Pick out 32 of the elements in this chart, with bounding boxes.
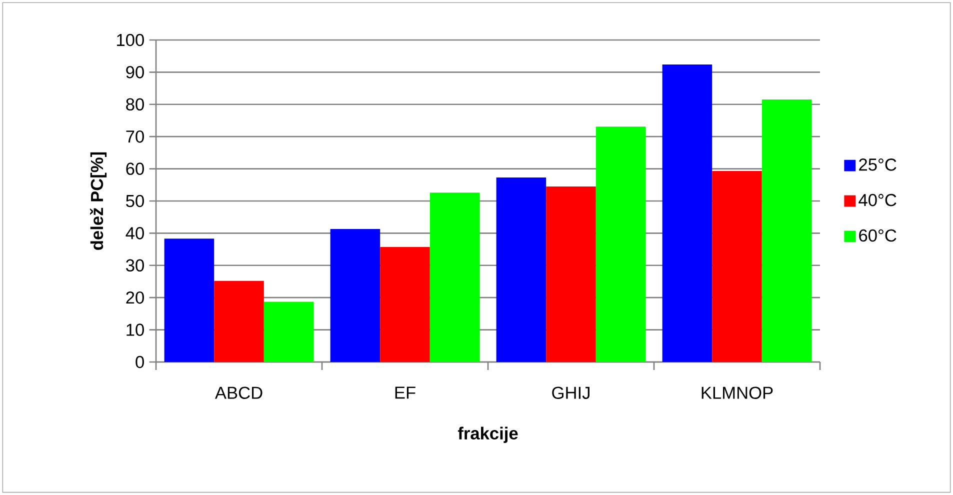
legend-label: 25°C [859, 158, 896, 171]
y-tick-label: 70 [126, 130, 144, 143]
y-tick-label: 100 [117, 34, 144, 46]
y-axis-title: delež PC[%] [90, 152, 107, 250]
x-tick-label: EF [395, 386, 416, 399]
bar [330, 229, 380, 362]
y-tick-label: 80 [126, 98, 144, 111]
legend-label: 60°C [859, 229, 896, 242]
x-tick-label: GHIJ [552, 386, 590, 399]
bar [596, 126, 646, 362]
bar [496, 177, 546, 362]
bar [662, 64, 712, 362]
bar [380, 247, 430, 362]
bar [430, 192, 480, 362]
y-tick-label: 60 [126, 162, 144, 175]
legend-label: 40°C [858, 194, 896, 206]
bar [546, 186, 596, 362]
bar [762, 100, 812, 362]
y-tick-label: 50 [126, 194, 144, 208]
x-axis-title: frakcije [458, 426, 518, 443]
bar [214, 280, 264, 362]
bar [264, 302, 314, 362]
y-tick-label: 20 [126, 291, 144, 304]
bar [164, 238, 214, 362]
x-tick-label: KLMNOP [702, 386, 773, 399]
bar [712, 171, 762, 362]
y-tick-label: 0 [136, 356, 144, 368]
y-tick-label: 30 [126, 259, 144, 272]
x-tick-label: ABCD [214, 386, 262, 399]
y-tick-label: 10 [126, 324, 144, 336]
y-tick-label: 40 [126, 227, 144, 240]
y-tick-label: 90 [126, 66, 144, 78]
